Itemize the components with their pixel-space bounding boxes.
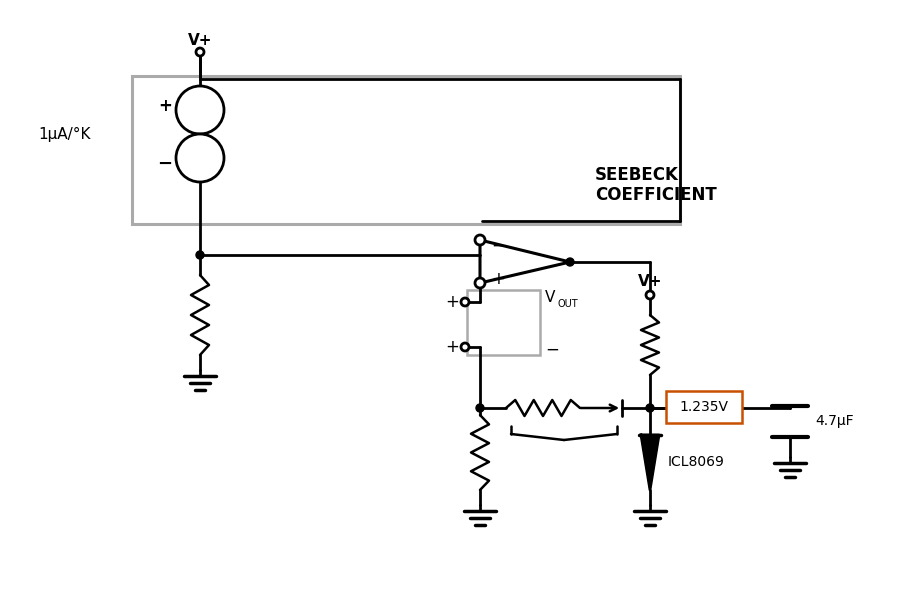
Circle shape <box>176 86 224 134</box>
Circle shape <box>475 278 485 288</box>
Text: +: + <box>445 293 459 311</box>
Circle shape <box>475 235 485 245</box>
Circle shape <box>196 251 204 259</box>
Text: ICL8069: ICL8069 <box>668 455 725 469</box>
Text: SEEBECK: SEEBECK <box>595 166 679 184</box>
Text: OUT: OUT <box>558 299 578 309</box>
Text: V+: V+ <box>188 33 212 48</box>
Circle shape <box>646 404 654 412</box>
Polygon shape <box>641 435 659 490</box>
Circle shape <box>566 258 574 266</box>
Text: V: V <box>545 291 555 305</box>
Text: V+: V+ <box>638 274 662 289</box>
Text: −: − <box>491 237 505 255</box>
Text: −: − <box>157 155 172 173</box>
Circle shape <box>476 404 484 412</box>
Circle shape <box>646 291 654 299</box>
FancyBboxPatch shape <box>666 391 742 423</box>
Text: +: + <box>491 270 505 288</box>
Text: −: − <box>545 341 559 359</box>
Text: +: + <box>445 338 459 356</box>
Text: 1.235V: 1.235V <box>680 400 728 414</box>
Text: COEFFICIENT: COEFFICIENT <box>595 186 717 204</box>
Circle shape <box>196 48 204 56</box>
Text: 1μA/°K: 1μA/°K <box>38 126 91 142</box>
Circle shape <box>461 343 469 351</box>
Text: 4.7μF: 4.7μF <box>815 415 854 429</box>
Circle shape <box>461 298 469 306</box>
Text: +: + <box>158 97 172 115</box>
Circle shape <box>176 134 224 182</box>
Bar <box>132 76 680 224</box>
Bar <box>467 290 540 355</box>
